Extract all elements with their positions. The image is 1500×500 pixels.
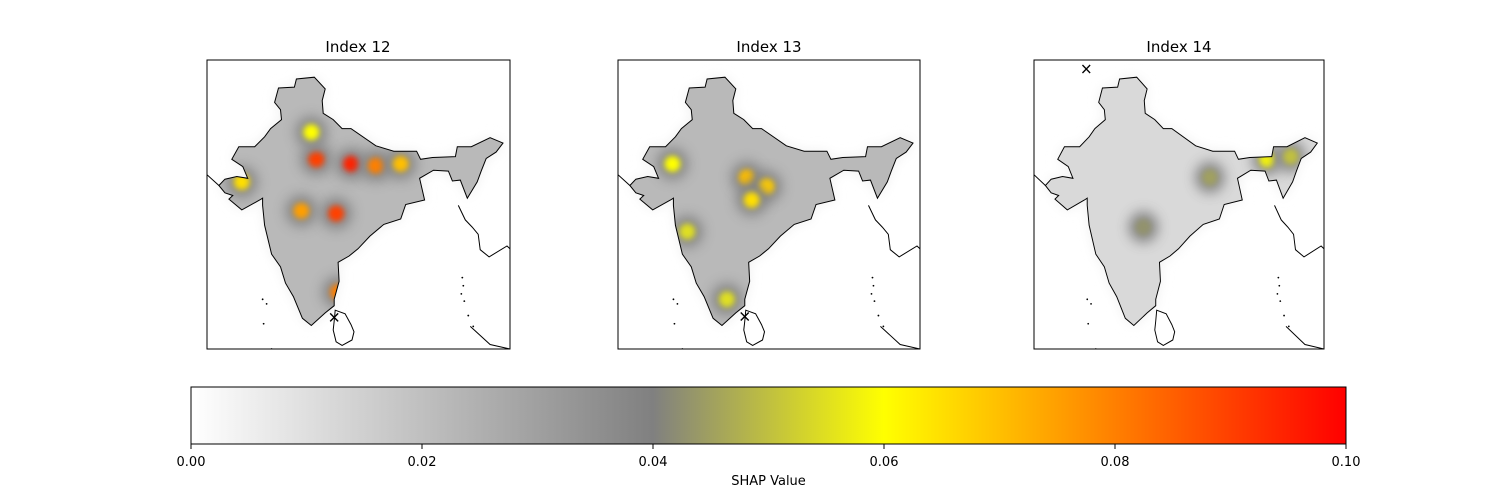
map-content xyxy=(207,76,510,349)
island xyxy=(673,322,676,325)
panel-title-index-13: Index 13 xyxy=(736,38,801,56)
location-marker xyxy=(1081,64,1091,74)
island xyxy=(1086,298,1089,301)
shap-base xyxy=(1045,77,1318,326)
island xyxy=(462,284,465,287)
map-frame xyxy=(617,59,921,350)
panel-title-index-14: Index 14 xyxy=(1146,38,1211,56)
colorbar-tick-label: 0.10 xyxy=(1332,455,1361,470)
island xyxy=(463,300,466,303)
shap-hotspot xyxy=(322,276,355,309)
sri-lanka-coastline xyxy=(332,309,355,346)
india-coastline xyxy=(218,76,504,327)
island xyxy=(472,325,475,328)
island xyxy=(1287,325,1290,328)
map-index-14 xyxy=(1034,64,1324,349)
india-coastline xyxy=(1044,76,1319,327)
island xyxy=(261,298,264,301)
colorbar-tick-label: 0.08 xyxy=(1101,455,1130,470)
location-marker xyxy=(740,311,750,321)
island xyxy=(262,322,265,325)
coastline xyxy=(880,326,920,349)
island xyxy=(1279,300,1282,303)
island xyxy=(460,293,463,295)
map-index-12 xyxy=(207,76,510,349)
shap-hotspot-core xyxy=(679,223,696,240)
panel-title-index-12: Index 12 xyxy=(325,38,390,56)
shap-hotspot-core xyxy=(743,191,760,208)
shap-hotspot-core xyxy=(392,155,409,172)
colorbar-tick-label: 0.06 xyxy=(870,455,899,470)
island xyxy=(872,284,875,287)
island xyxy=(461,276,464,279)
location-marker xyxy=(329,312,339,322)
island xyxy=(676,302,679,305)
island xyxy=(871,276,874,279)
island xyxy=(467,314,470,317)
shap-hotspot-core xyxy=(738,169,755,186)
island xyxy=(1087,322,1090,325)
colorbar-ticks: 0.00 0.02 0.04 0.06 0.08 0.10 xyxy=(177,444,1361,470)
panel-index-14: Index 14 xyxy=(1033,38,1325,350)
colorbar: 0.00 0.02 0.04 0.06 0.08 0.10 SHAP Value xyxy=(177,386,1361,489)
map-content xyxy=(1034,64,1324,349)
shap-hotspot-core xyxy=(293,202,310,219)
island xyxy=(873,300,876,303)
map-frame xyxy=(206,59,511,350)
island xyxy=(1283,314,1285,317)
coastline xyxy=(1274,205,1324,258)
shap-hotspot-core xyxy=(328,205,345,222)
panel-index-12: Index 12 xyxy=(206,38,511,350)
shap-hotspot-core xyxy=(1135,219,1152,236)
island xyxy=(1090,302,1092,305)
colorbar-gradient xyxy=(190,386,1347,445)
map-frame xyxy=(1033,59,1325,350)
coastline xyxy=(469,326,510,349)
shap-hotspot-core xyxy=(1283,148,1299,165)
map-content xyxy=(618,76,920,349)
colorbar-tick-label: 0.04 xyxy=(639,455,668,470)
island xyxy=(1277,276,1280,279)
shap-hotspot-core xyxy=(718,291,735,308)
sri-lanka-coastline xyxy=(743,309,766,346)
island xyxy=(882,325,885,328)
coastline xyxy=(1034,174,1046,186)
map-index-13 xyxy=(618,76,920,349)
shap-hotspot-core xyxy=(1202,169,1218,186)
sri-lanka-coastline xyxy=(1154,309,1176,346)
island xyxy=(672,298,675,301)
colorbar-tick-label: 0.02 xyxy=(408,455,437,470)
island xyxy=(877,314,880,317)
panel-index-13: Index 13 xyxy=(617,38,921,350)
coastline xyxy=(618,174,631,186)
india-coastline xyxy=(629,76,914,327)
coastline xyxy=(457,205,510,258)
shap-hotspot-core xyxy=(664,155,681,172)
island xyxy=(1278,284,1281,287)
shap-hotspot-core xyxy=(308,151,325,168)
coastline xyxy=(1285,326,1324,349)
colorbar-tick-label: 0.00 xyxy=(177,455,206,470)
island xyxy=(265,302,268,305)
shap-hotspot-core xyxy=(343,155,360,172)
colorbar-label: SHAP Value xyxy=(731,474,806,489)
island xyxy=(1276,293,1279,295)
shap-base xyxy=(218,77,503,326)
shap-hotspot-core xyxy=(303,124,320,141)
coastline xyxy=(207,174,220,186)
shap-hotspot-core xyxy=(367,157,384,174)
coastline xyxy=(868,205,920,258)
island xyxy=(870,293,873,295)
